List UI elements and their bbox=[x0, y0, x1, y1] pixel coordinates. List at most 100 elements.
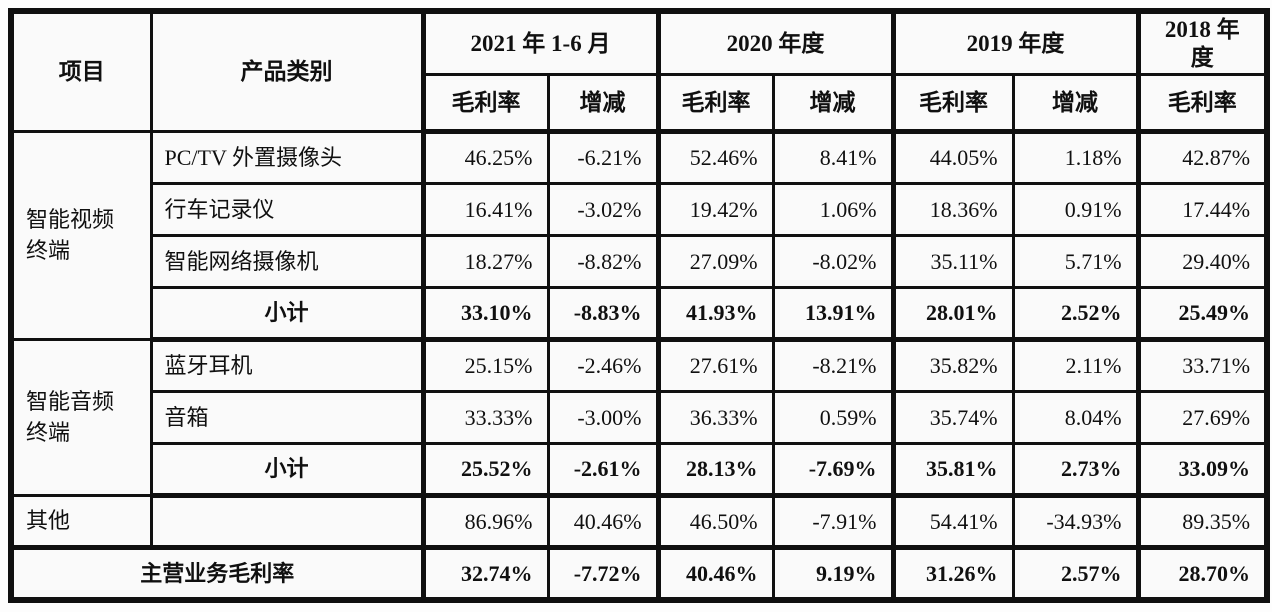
value-cell: -3.02% bbox=[546, 182, 661, 238]
category-cell-empty bbox=[149, 494, 426, 551]
value-cell: 28.01% bbox=[891, 286, 1015, 343]
value-cell: 13.91% bbox=[771, 286, 896, 343]
value-cell: 19.42% bbox=[656, 182, 775, 238]
value-cell: 33.10% bbox=[421, 286, 550, 343]
item-group-others: 其他 bbox=[9, 494, 153, 551]
value-cell: 89.35% bbox=[1136, 494, 1269, 551]
category-cell: 音箱 bbox=[149, 390, 426, 446]
table-row-pc-tv-webcam: 智能视频终端 PC/TV 外置摄像头 46.25% -6.21% 52.46% … bbox=[9, 130, 1269, 342]
value-cell: -7.69% bbox=[771, 442, 896, 499]
value-cell: 32.74% bbox=[421, 546, 550, 602]
period-header-2019: 2019 年度 bbox=[891, 9, 1141, 77]
value-cell: 25.49% bbox=[1136, 286, 1269, 343]
value-cell: 27.61% bbox=[656, 338, 775, 394]
value-cell: -34.93% bbox=[1011, 494, 1141, 551]
value-cell: -6.21% bbox=[546, 130, 661, 186]
value-cell: -8.02% bbox=[771, 234, 896, 290]
table-row-others: 其他 86.96% 40.46% 46.50% -7.91% 54.41% -3… bbox=[9, 494, 1269, 551]
value-cell: 2.52% bbox=[1011, 286, 1141, 343]
value-cell: 0.59% bbox=[771, 390, 896, 446]
period-header-2020: 2020 年度 bbox=[656, 9, 896, 77]
value-cell: 0.91% bbox=[1011, 182, 1141, 238]
value-cell: 40.46% bbox=[546, 494, 661, 551]
item-group-audio-terminal: 智能音频终端 bbox=[9, 338, 153, 498]
col-header-change-2020: 增减 bbox=[771, 73, 896, 135]
col-header-gross-margin-2018: 毛利率 bbox=[1136, 73, 1269, 135]
main-business-gross-margin-label: 主营业务毛利率 bbox=[9, 546, 426, 602]
period-header-2018: 2018 年度 bbox=[1136, 9, 1269, 77]
value-cell: 1.06% bbox=[771, 182, 896, 238]
category-cell: PC/TV 外置摄像头 bbox=[149, 130, 426, 186]
value-cell: 42.87% bbox=[1136, 130, 1269, 186]
value-cell: 33.09% bbox=[1136, 442, 1269, 499]
value-cell: 36.33% bbox=[656, 390, 775, 446]
gross-margin-table: 项目 产品类别 2021 年 1-6 月 2020 年度 2019 年度 201… bbox=[8, 8, 1271, 603]
col-header-gross-margin-2020: 毛利率 bbox=[656, 73, 775, 135]
value-cell: 18.27% bbox=[421, 234, 550, 290]
category-cell: 智能网络摄像机 bbox=[149, 234, 426, 290]
table-row-main-business-total: 主营业务毛利率 32.74% -7.72% 40.46% 9.19% 31.26… bbox=[9, 546, 1269, 602]
value-cell: 54.41% bbox=[891, 494, 1015, 551]
value-cell: 8.41% bbox=[771, 130, 896, 186]
value-cell: 35.82% bbox=[891, 338, 1015, 394]
value-cell: 35.74% bbox=[891, 390, 1015, 446]
value-cell: 29.40% bbox=[1136, 234, 1269, 290]
value-cell: 41.93% bbox=[656, 286, 775, 343]
table-row-bluetooth-earphones: 智能音频终端 蓝牙耳机 25.15% -2.46% 27.61% -8.21% … bbox=[9, 338, 1269, 498]
value-cell: 5.71% bbox=[1011, 234, 1141, 290]
value-cell: 1.18% bbox=[1011, 130, 1141, 186]
value-cell: 28.13% bbox=[656, 442, 775, 499]
value-cell: 33.33% bbox=[421, 390, 550, 446]
col-header-change-2021: 增减 bbox=[546, 73, 661, 135]
col-header-category: 产品类别 bbox=[149, 9, 426, 134]
value-cell: -7.91% bbox=[771, 494, 896, 551]
table-row-video-subtotal: 小计 33.10% -8.83% 41.93% 13.91% 28.01% 2.… bbox=[11, 286, 1269, 343]
value-cell: 46.50% bbox=[656, 494, 775, 551]
value-cell: 46.25% bbox=[421, 130, 550, 186]
value-cell: 25.52% bbox=[421, 442, 550, 499]
value-cell: 25.15% bbox=[421, 338, 550, 394]
col-header-gross-margin-2021: 毛利率 bbox=[421, 73, 550, 135]
value-cell: 16.41% bbox=[421, 182, 550, 238]
value-cell: 52.46% bbox=[656, 130, 775, 186]
table-row-speaker: 音箱 33.33% -3.00% 36.33% 0.59% 35.74% 8.0… bbox=[11, 390, 1269, 446]
value-cell: -2.61% bbox=[546, 442, 661, 499]
value-cell: 2.11% bbox=[1011, 338, 1141, 394]
value-cell: 9.19% bbox=[771, 546, 896, 602]
value-cell: 8.04% bbox=[1011, 390, 1141, 446]
value-cell: 35.81% bbox=[891, 442, 1015, 499]
subtotal-label: 小计 bbox=[149, 442, 426, 499]
category-cell: 行车记录仪 bbox=[149, 182, 426, 238]
value-cell: 27.69% bbox=[1136, 390, 1269, 446]
value-cell: 2.57% bbox=[1011, 546, 1141, 602]
table-header-row-metrics: 毛利率 增减 毛利率 增减 毛利率 增减 毛利率 bbox=[11, 73, 1269, 135]
col-header-item: 项目 bbox=[9, 9, 153, 134]
value-cell: -2.46% bbox=[546, 338, 661, 394]
value-cell: -8.21% bbox=[771, 338, 896, 394]
category-cell: 蓝牙耳机 bbox=[149, 338, 426, 394]
value-cell: 17.44% bbox=[1136, 182, 1269, 238]
value-cell: 2.73% bbox=[1011, 442, 1141, 499]
value-cell: 33.71% bbox=[1136, 338, 1269, 394]
value-cell: 18.36% bbox=[891, 182, 1015, 238]
value-cell: -3.00% bbox=[546, 390, 661, 446]
col-header-gross-margin-2019: 毛利率 bbox=[891, 73, 1015, 135]
value-cell: 44.05% bbox=[891, 130, 1015, 186]
value-cell: 27.09% bbox=[656, 234, 775, 290]
value-cell: 40.46% bbox=[656, 546, 775, 602]
value-cell: 28.70% bbox=[1136, 546, 1269, 602]
value-cell: 86.96% bbox=[421, 494, 550, 551]
table-row-smart-network-camera: 智能网络摄像机 18.27% -8.82% 27.09% -8.02% 35.1… bbox=[11, 234, 1269, 290]
col-header-change-2019: 增减 bbox=[1011, 73, 1141, 135]
value-cell: -8.82% bbox=[546, 234, 661, 290]
value-cell: -7.72% bbox=[546, 546, 661, 602]
table-header-row-periods: 项目 产品类别 2021 年 1-6 月 2020 年度 2019 年度 201… bbox=[9, 9, 1269, 134]
period-header-2021h1: 2021 年 1-6 月 bbox=[421, 9, 661, 77]
table-row-audio-subtotal: 小计 25.52% -2.61% 28.13% -7.69% 35.81% 2.… bbox=[11, 442, 1269, 499]
value-cell: 35.11% bbox=[891, 234, 1015, 290]
value-cell: 31.26% bbox=[891, 546, 1015, 602]
subtotal-label: 小计 bbox=[149, 286, 426, 343]
value-cell: -8.83% bbox=[546, 286, 661, 343]
item-group-video-terminal: 智能视频终端 bbox=[9, 130, 153, 342]
